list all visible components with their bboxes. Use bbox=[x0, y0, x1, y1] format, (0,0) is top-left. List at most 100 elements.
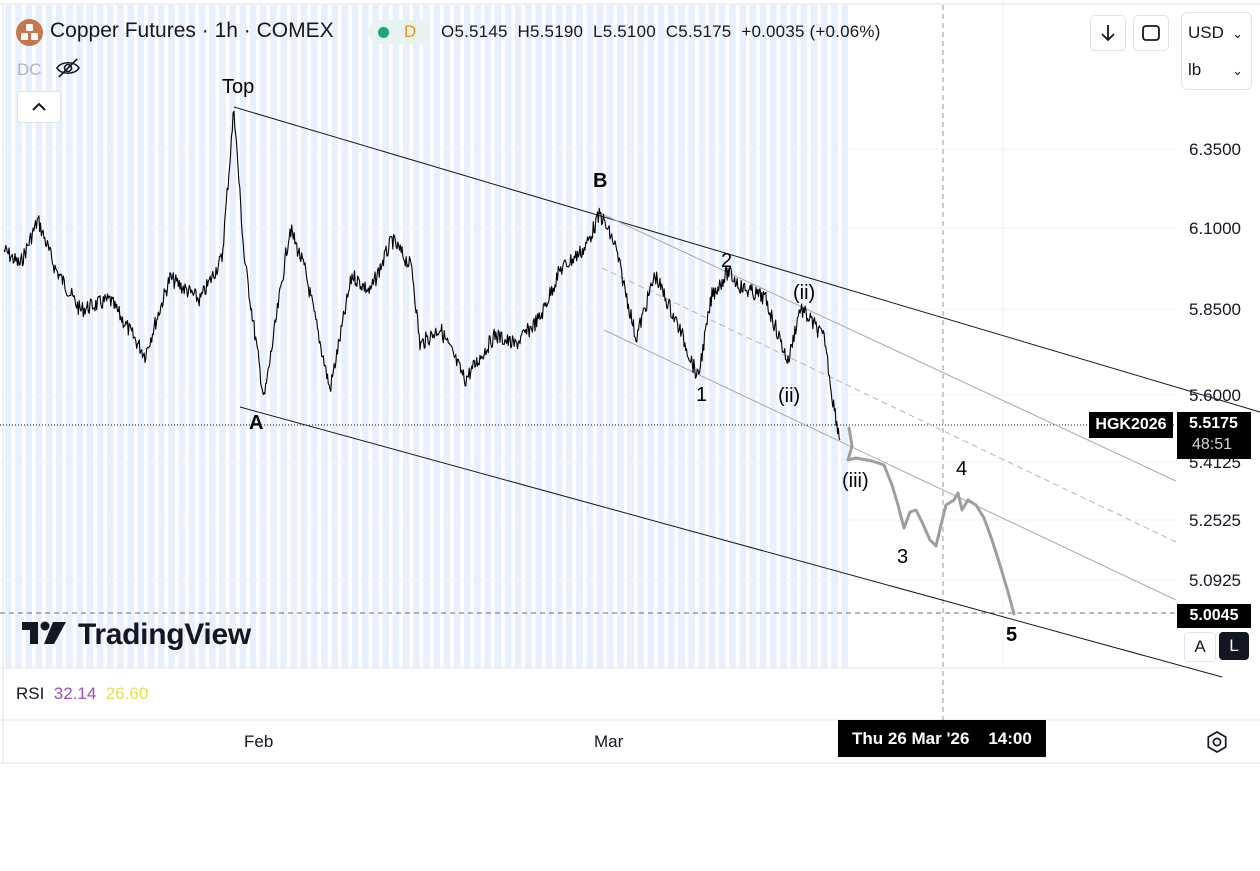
session-stripe bbox=[729, 5, 736, 668]
session-stripe bbox=[66, 5, 73, 668]
session-stripe bbox=[770, 5, 777, 668]
session-stripe bbox=[749, 5, 757, 668]
indicator-label[interactable]: DC bbox=[17, 60, 42, 79]
session-stripe bbox=[606, 5, 614, 668]
session-stripe bbox=[300, 5, 308, 668]
fullscreen-icon bbox=[1142, 25, 1160, 41]
session-stripe bbox=[137, 5, 145, 668]
session-stripe bbox=[76, 5, 83, 668]
session-stripe bbox=[260, 5, 267, 668]
wave-label-ii-upper[interactable]: (ii) bbox=[793, 282, 816, 304]
session-stripe bbox=[351, 5, 359, 668]
currency-select[interactable]: USD bbox=[1188, 23, 1224, 42]
time-tick-mar: Mar bbox=[594, 732, 624, 751]
session-stripe bbox=[178, 5, 185, 668]
session-stripe bbox=[382, 5, 389, 668]
arrow-down-icon bbox=[1101, 25, 1115, 42]
rsi-label: RSI bbox=[16, 684, 45, 703]
symbol-title[interactable]: Copper Futures · 1h · COMEX bbox=[50, 19, 334, 42]
grid bbox=[0, 0, 1176, 668]
rsi-ma-value: 26.60 bbox=[105, 684, 149, 703]
log-scale-button[interactable]: L bbox=[1219, 632, 1249, 660]
rsi-value: 32.14 bbox=[53, 684, 97, 703]
session-stripe bbox=[525, 5, 532, 668]
session-stripe bbox=[413, 5, 420, 668]
session-stripe bbox=[402, 5, 410, 668]
session-stripe bbox=[362, 5, 369, 668]
currency-unit-selector[interactable]: USD ⌄ lb ⌄ bbox=[1181, 12, 1252, 90]
copper-symbol-icon[interactable] bbox=[16, 19, 43, 46]
collapse-legend-button[interactable] bbox=[17, 91, 61, 123]
subchannel-upper-line bbox=[599, 212, 1177, 482]
session-stripe bbox=[239, 5, 247, 668]
settings-gear-icon[interactable] bbox=[1204, 729, 1230, 755]
session-stripe bbox=[800, 5, 808, 668]
price-tick: 5.0925 bbox=[1189, 571, 1241, 590]
time-tick-feb: Feb bbox=[244, 732, 274, 751]
price-tick: 5.8500 bbox=[1189, 300, 1241, 319]
session-stripe bbox=[708, 5, 716, 668]
auto-scale-button[interactable]: A bbox=[1184, 632, 1216, 662]
session-stripe bbox=[688, 5, 695, 668]
session-stripe bbox=[586, 5, 593, 668]
fullscreen-button[interactable] bbox=[1133, 15, 1169, 51]
session-stripe bbox=[780, 5, 787, 668]
symbol-price-label: HGK2026 bbox=[1089, 412, 1173, 438]
hide-eye-icon[interactable] bbox=[55, 57, 81, 79]
session-stripe bbox=[290, 5, 298, 668]
price-change: +0.0035 (+0.06%) bbox=[741, 22, 881, 41]
session-stripe bbox=[392, 5, 400, 668]
session-stripe bbox=[576, 5, 583, 668]
session-stripe bbox=[188, 5, 196, 668]
price-series-line bbox=[3, 110, 841, 441]
channel-lower-line bbox=[239, 406, 1223, 678]
target-price-label: 5.0045 bbox=[1177, 604, 1251, 628]
crosshair-time-label: Thu 26 Mar '26 14:00 bbox=[838, 720, 1046, 757]
session-stripe bbox=[117, 5, 124, 668]
session-stripe bbox=[280, 5, 287, 668]
price-tick: 6.3500 bbox=[1189, 140, 1241, 159]
session-stripe bbox=[219, 5, 226, 668]
wave-label-a[interactable]: A bbox=[249, 412, 264, 434]
session-stripe bbox=[719, 5, 726, 668]
rsi-legend[interactable]: RSI 32.14 26.60 bbox=[16, 684, 148, 704]
unit-select[interactable]: lb bbox=[1188, 60, 1202, 79]
session-stripe bbox=[372, 5, 379, 668]
session-stripe bbox=[678, 5, 685, 668]
session-stripe bbox=[647, 5, 655, 668]
session-stripe bbox=[484, 5, 491, 668]
session-stripe bbox=[841, 5, 848, 668]
wave-label-5[interactable]: 5 bbox=[1006, 624, 1018, 646]
session-stripe bbox=[535, 5, 542, 668]
wave-label-4[interactable]: 4 bbox=[956, 458, 968, 480]
session-stripe bbox=[341, 5, 349, 668]
wave-label-1[interactable]: 1 bbox=[696, 384, 708, 406]
session-stripe bbox=[147, 5, 155, 668]
session-stripe bbox=[35, 5, 43, 668]
session-stripe bbox=[453, 5, 461, 668]
wave-label-ii-lower[interactable]: (ii) bbox=[778, 385, 801, 407]
data-delay-badge: D bbox=[404, 22, 417, 41]
session-stripe bbox=[617, 5, 624, 668]
channel-upper-line bbox=[233, 106, 1260, 413]
market-status-badge[interactable]: D bbox=[368, 20, 430, 44]
wave-label-b[interactable]: B bbox=[593, 170, 608, 192]
price-tick: 6.1000 bbox=[1189, 219, 1241, 238]
tradingview-logo-icon bbox=[22, 621, 66, 644]
wave-label-3[interactable]: 3 bbox=[897, 546, 909, 568]
session-stripe bbox=[127, 5, 134, 668]
session-stripe bbox=[311, 5, 318, 668]
wave-label-2[interactable]: 2 bbox=[721, 250, 733, 272]
session-stripe bbox=[443, 5, 451, 668]
price-tick: 5.2525 bbox=[1189, 511, 1241, 530]
wave-label-iii[interactable]: (iii) bbox=[842, 470, 869, 492]
chevron-down-icon: ⌄ bbox=[1232, 63, 1243, 78]
session-stripe bbox=[637, 5, 644, 668]
session-stripe bbox=[15, 5, 22, 668]
session-stripe bbox=[627, 5, 634, 668]
download-button[interactable] bbox=[1090, 15, 1126, 51]
session-stripe bbox=[86, 5, 94, 668]
wave-label-top[interactable]: Top bbox=[222, 76, 255, 98]
session-stripe bbox=[5, 5, 12, 668]
